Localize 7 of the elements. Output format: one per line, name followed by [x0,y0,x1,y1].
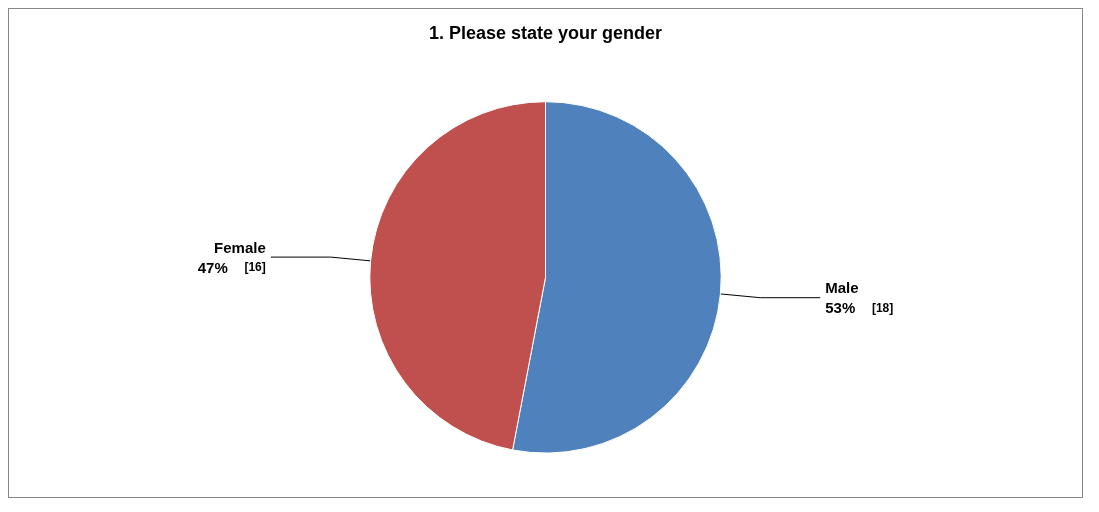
slice-label: Male [825,279,859,297]
data-label: 53% [825,299,856,317]
chart-title: 1. Please state your gender [428,23,663,43]
data-label: 47% [197,258,228,276]
text: [16] [244,260,266,275]
text: [18] [871,300,894,315]
slice-label: Female [214,238,266,256]
